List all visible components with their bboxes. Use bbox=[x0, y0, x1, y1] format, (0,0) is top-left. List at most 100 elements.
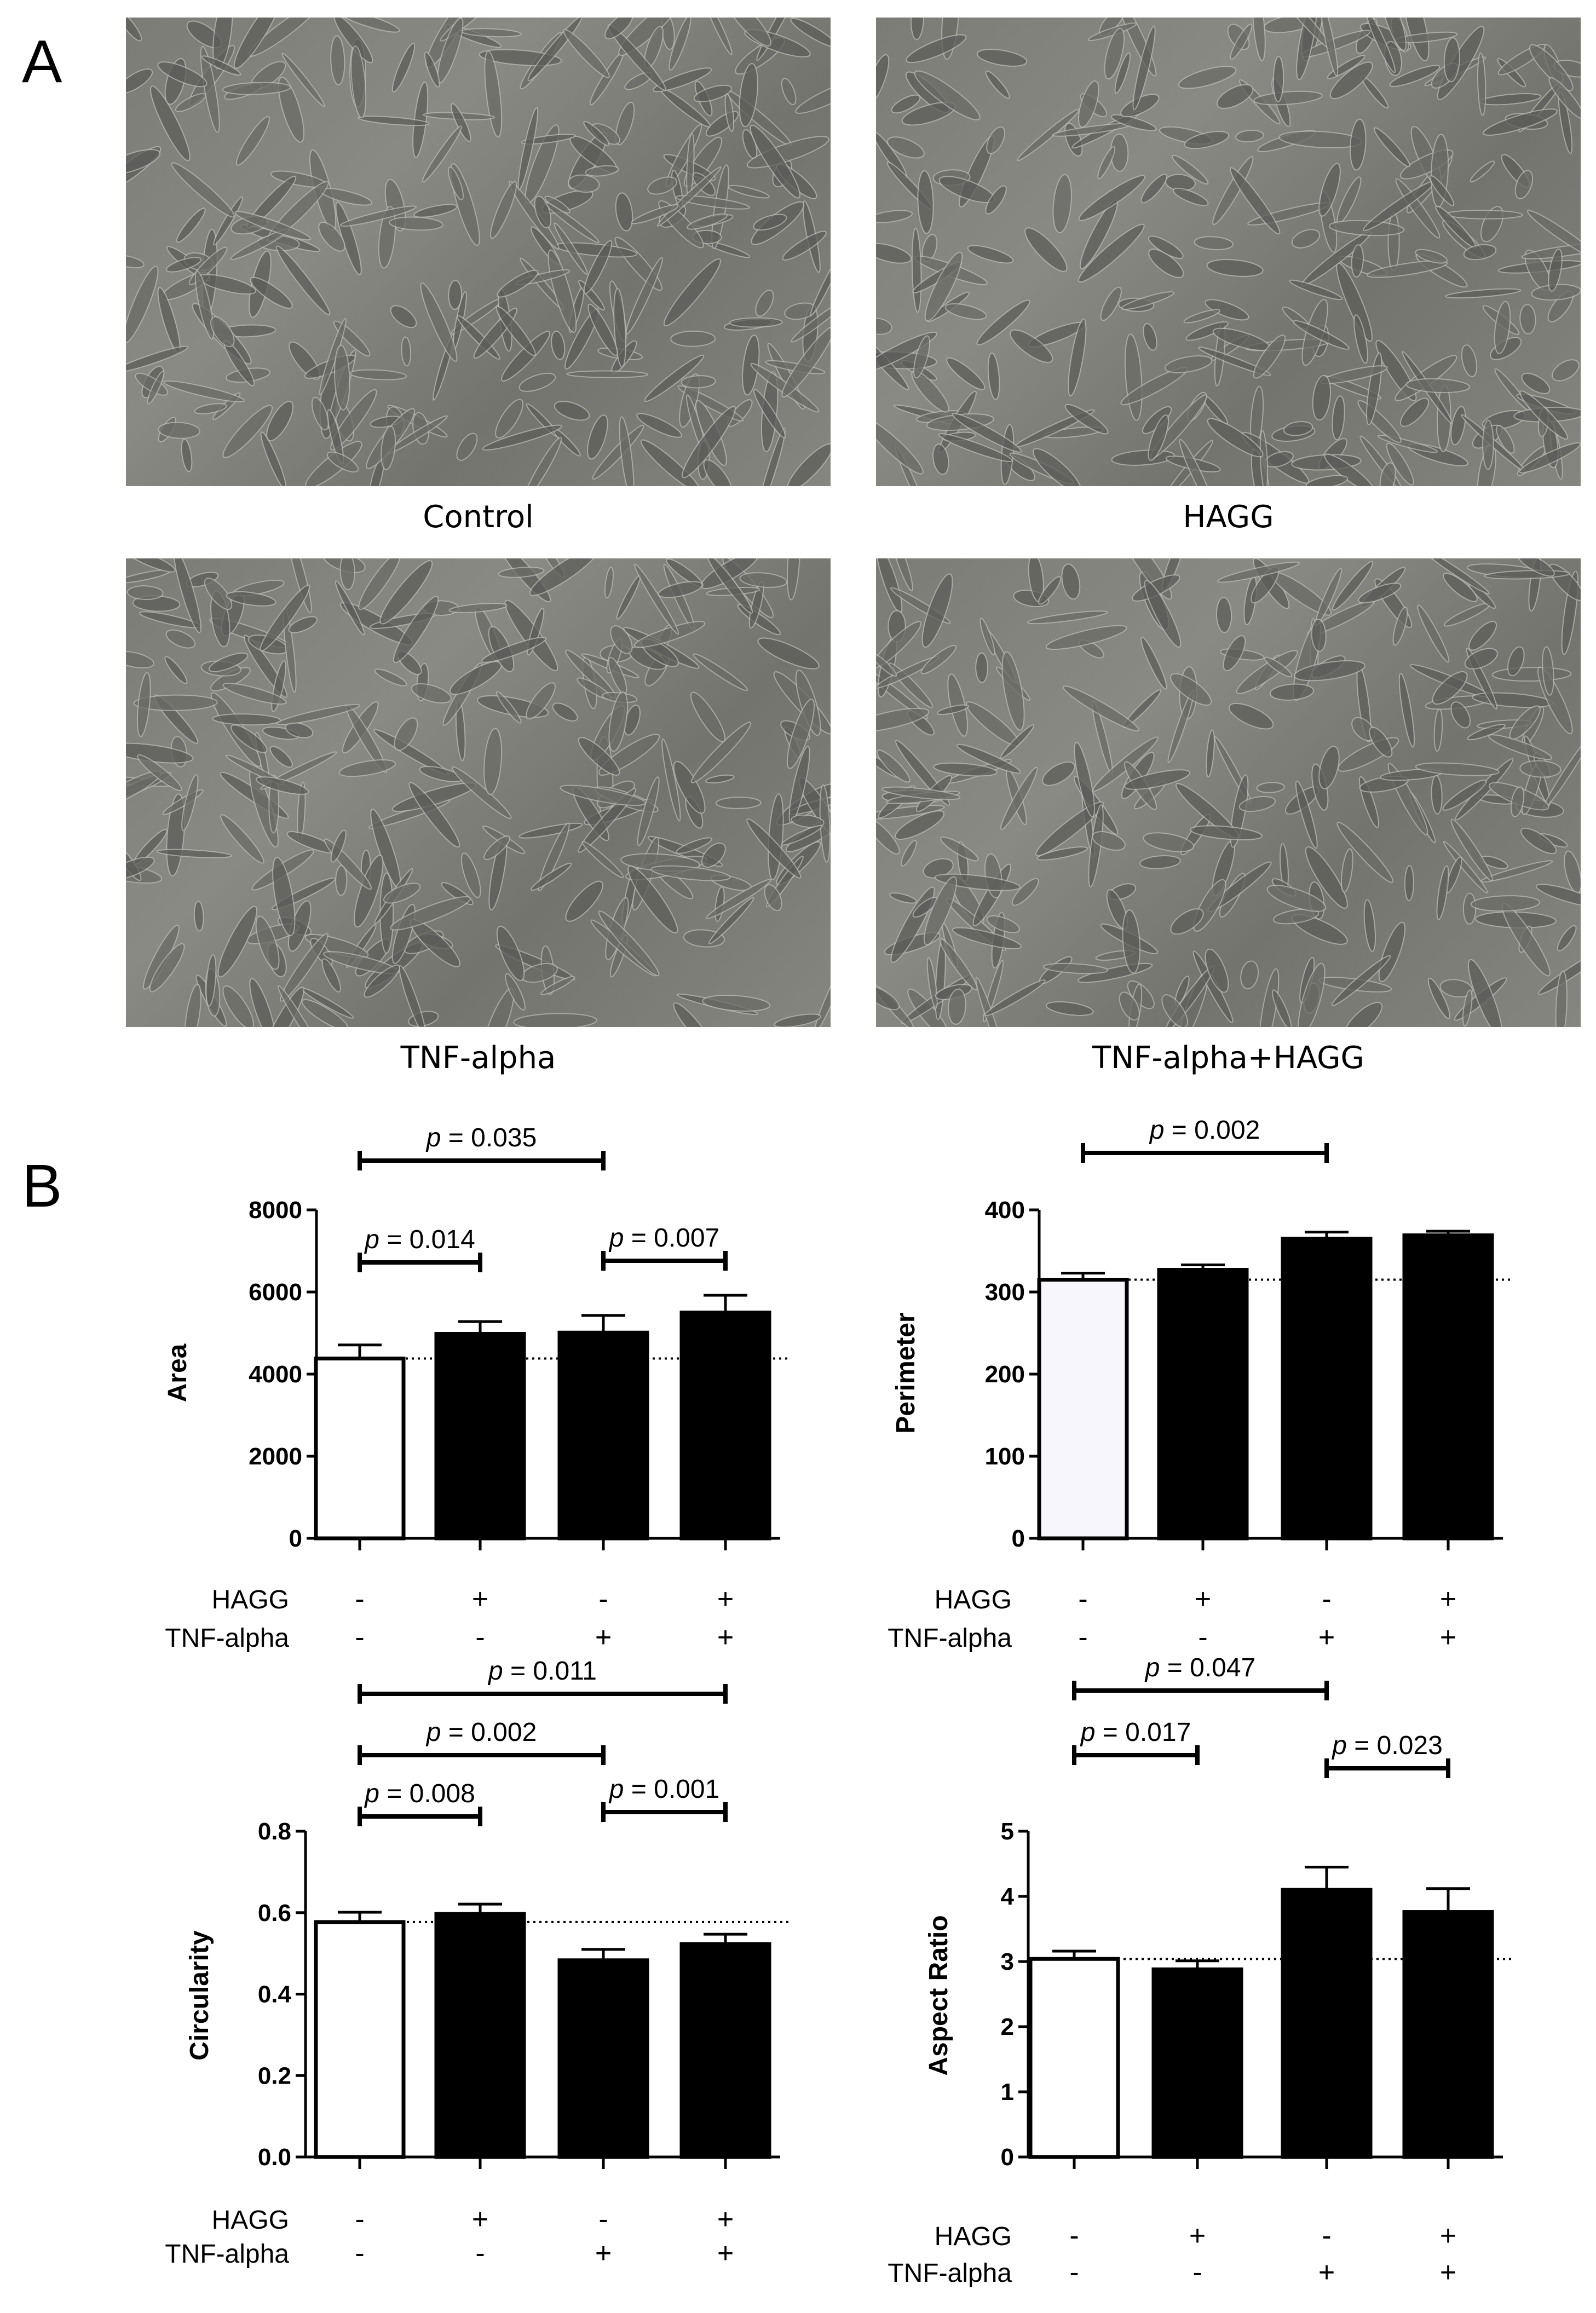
cell-shape bbox=[926, 957, 938, 1009]
bar bbox=[1281, 1237, 1373, 1541]
cell-shape bbox=[876, 318, 892, 335]
cell-shape bbox=[496, 925, 525, 982]
cell-shape bbox=[1444, 288, 1522, 299]
cell-shape bbox=[490, 181, 517, 239]
cell-shape bbox=[1184, 131, 1230, 149]
cell-shape bbox=[568, 174, 600, 193]
cell-shape bbox=[1283, 421, 1313, 436]
cell-shape bbox=[1253, 90, 1323, 106]
cell-shape bbox=[1336, 822, 1394, 883]
cell-shape bbox=[1183, 309, 1221, 324]
cell-shape bbox=[222, 82, 291, 95]
cell-shape bbox=[1092, 831, 1126, 851]
cell-shape bbox=[1000, 766, 1038, 830]
y-tick-label: 0.0 bbox=[258, 2144, 291, 2171]
cell-shape bbox=[1496, 425, 1515, 454]
cell-shape bbox=[1329, 61, 1373, 100]
bar bbox=[1157, 1268, 1249, 1541]
cell-shape bbox=[1027, 610, 1108, 625]
factor-sign: - bbox=[1069, 2257, 1079, 2288]
cell-shape bbox=[523, 437, 562, 486]
cell-shape bbox=[137, 754, 182, 791]
cell-shape bbox=[1001, 651, 1025, 731]
cell-shape bbox=[787, 558, 801, 601]
cell-shape bbox=[889, 892, 917, 904]
cell-shape bbox=[1197, 347, 1271, 376]
cell-shape bbox=[537, 822, 570, 891]
cell-shape bbox=[390, 305, 417, 328]
cell-shape bbox=[1036, 846, 1088, 861]
cell-shape bbox=[220, 814, 264, 864]
cell-shape bbox=[666, 558, 704, 587]
cell-shape bbox=[1529, 44, 1574, 91]
cell-shape bbox=[728, 184, 770, 199]
cell-shape bbox=[1124, 769, 1191, 790]
cell-shape bbox=[213, 196, 243, 246]
cell-shape bbox=[913, 335, 931, 379]
cell-shape bbox=[1062, 685, 1139, 732]
cell-shape bbox=[518, 372, 556, 392]
cell-shape bbox=[1045, 625, 1127, 650]
cell-shape bbox=[673, 1002, 712, 1027]
cell-shape bbox=[505, 973, 526, 1011]
cell-shape bbox=[911, 370, 949, 413]
cell-shape bbox=[610, 625, 633, 654]
factor-row-label: HAGG bbox=[212, 2206, 289, 2235]
cell-shape bbox=[1078, 223, 1145, 283]
p-symbol: p bbox=[1149, 1116, 1165, 1145]
cell-shape bbox=[337, 18, 400, 33]
p-symbol: p bbox=[1080, 1718, 1096, 1747]
cell-shape bbox=[1074, 741, 1095, 817]
cell-shape bbox=[920, 644, 957, 674]
p-value-label: p = 0.001 bbox=[608, 1775, 720, 1804]
cell-shape bbox=[411, 683, 452, 703]
cell-shape bbox=[1033, 448, 1081, 486]
bar bbox=[1151, 1967, 1243, 2159]
cell-shape bbox=[946, 357, 986, 390]
cell-shape bbox=[212, 713, 281, 726]
cell-shape bbox=[795, 78, 831, 114]
p-value-label: p = 0.023 bbox=[1331, 1731, 1443, 1760]
cell-shape bbox=[619, 416, 635, 486]
cell-texture bbox=[876, 18, 1581, 486]
cell-shape bbox=[1223, 635, 1246, 672]
cell-shape bbox=[975, 977, 1004, 1027]
cell-shape bbox=[566, 370, 649, 378]
cell-shape bbox=[1298, 962, 1326, 1027]
cell-shape bbox=[924, 251, 963, 322]
cell-shape bbox=[250, 276, 293, 309]
cell-shape bbox=[1535, 884, 1581, 908]
cell-shape bbox=[1341, 848, 1353, 893]
factor-row-label: TNF-alpha bbox=[165, 2240, 289, 2269]
cell-shape bbox=[1272, 908, 1320, 925]
cell-shape bbox=[644, 354, 705, 402]
p-value: = 0.035 bbox=[441, 1123, 537, 1152]
factor-sign: - bbox=[1198, 1622, 1207, 1653]
cell-shape bbox=[456, 432, 478, 461]
cell-shape bbox=[285, 722, 314, 739]
factor-row-label: HAGG bbox=[212, 1585, 289, 1614]
cell-shape bbox=[1272, 56, 1284, 102]
cell-shape bbox=[1045, 1001, 1094, 1016]
cell-shape bbox=[1140, 636, 1167, 690]
cell-shape bbox=[166, 257, 202, 273]
cell-shape bbox=[1122, 909, 1141, 974]
y-tick-label: 0.8 bbox=[258, 1818, 291, 1845]
cell-shape bbox=[876, 985, 900, 1011]
p-value-label: p = 0.002 bbox=[425, 1718, 537, 1747]
cell-shape bbox=[693, 84, 732, 102]
cell-shape bbox=[627, 865, 678, 934]
cell-shape bbox=[1318, 163, 1341, 217]
cell-shape bbox=[181, 439, 193, 472]
cell-shape bbox=[448, 166, 464, 200]
factor-row-label: HAGG bbox=[935, 2222, 1012, 2251]
cell-shape bbox=[933, 762, 998, 777]
cell-shape bbox=[1140, 174, 1168, 204]
cell-shape bbox=[255, 776, 309, 795]
cell-shape bbox=[739, 572, 788, 588]
cell-shape bbox=[876, 54, 890, 106]
cell-shape bbox=[133, 694, 218, 711]
cell-shape bbox=[1097, 146, 1116, 180]
cell-shape bbox=[231, 724, 268, 753]
cell-shape bbox=[739, 63, 758, 128]
